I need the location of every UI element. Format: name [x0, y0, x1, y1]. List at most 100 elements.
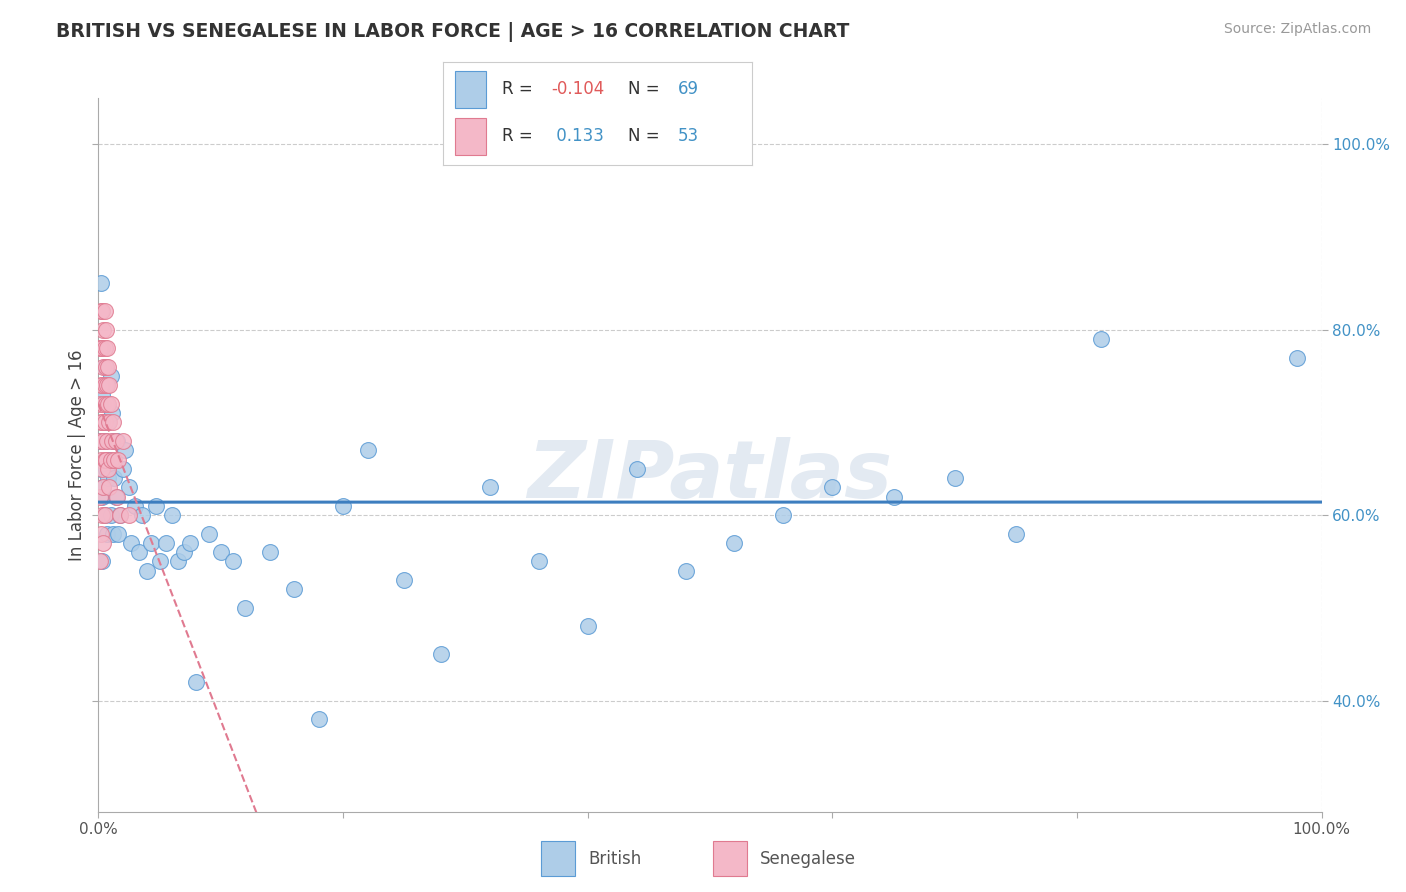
Point	[96, 378, 118, 392]
Point	[128, 545, 150, 559]
Point	[101, 434, 124, 448]
Point	[167, 554, 190, 568]
Point	[94, 378, 117, 392]
Point	[1004, 526, 1026, 541]
Point	[91, 554, 114, 568]
Text: Senegalese: Senegalese	[761, 849, 856, 868]
Point	[100, 369, 122, 384]
Point	[478, 480, 501, 494]
Point	[94, 323, 117, 337]
Point	[101, 526, 124, 541]
Point	[96, 397, 118, 411]
Point	[222, 554, 245, 568]
Point	[93, 304, 115, 318]
Text: R =: R =	[502, 128, 533, 145]
Point	[107, 526, 129, 541]
Point	[91, 342, 114, 356]
Point	[91, 397, 114, 411]
Point	[97, 471, 120, 485]
Point	[104, 490, 127, 504]
Text: 69: 69	[678, 80, 699, 98]
Point	[118, 508, 141, 523]
Point	[107, 452, 129, 467]
Point	[103, 471, 125, 485]
Point	[93, 359, 115, 374]
Point	[626, 462, 648, 476]
Point	[90, 416, 112, 430]
Text: 0.133: 0.133	[551, 128, 605, 145]
FancyBboxPatch shape	[456, 118, 486, 155]
Point	[111, 434, 134, 448]
Point	[131, 508, 153, 523]
Point	[91, 508, 114, 523]
Point	[90, 277, 112, 291]
Point	[675, 564, 697, 578]
Point	[89, 434, 111, 448]
Point	[94, 452, 117, 467]
Point	[89, 434, 111, 448]
Point	[96, 526, 118, 541]
Point	[90, 462, 112, 476]
Point	[772, 508, 794, 523]
Point	[883, 490, 905, 504]
Point	[1286, 351, 1309, 365]
Point	[103, 452, 125, 467]
Point	[91, 387, 114, 401]
Point	[94, 462, 117, 476]
Point	[356, 443, 378, 458]
Point	[98, 452, 121, 467]
FancyBboxPatch shape	[541, 841, 575, 876]
Point	[91, 480, 114, 494]
Point	[139, 536, 162, 550]
Text: N =: N =	[628, 128, 659, 145]
Point	[111, 462, 134, 476]
Point	[1090, 332, 1112, 346]
Y-axis label: In Labor Force | Age > 16: In Labor Force | Age > 16	[67, 349, 86, 561]
Point	[91, 416, 114, 430]
Point	[136, 564, 159, 578]
Point	[91, 462, 114, 476]
Point	[943, 471, 966, 485]
Point	[723, 536, 745, 550]
Point	[90, 526, 112, 541]
Point	[114, 443, 136, 458]
Point	[149, 554, 172, 568]
Point	[155, 536, 177, 550]
Point	[93, 342, 115, 356]
Point	[98, 378, 121, 392]
Point	[93, 416, 115, 430]
Point	[96, 342, 118, 356]
Point	[89, 490, 111, 504]
Point	[160, 508, 183, 523]
Point	[179, 536, 201, 550]
Point	[97, 359, 120, 374]
Point	[91, 490, 114, 504]
Point	[94, 359, 117, 374]
Point	[93, 378, 115, 392]
Point	[145, 499, 167, 513]
Point	[821, 480, 844, 494]
Point	[430, 647, 453, 661]
Point	[110, 508, 132, 523]
Point	[173, 545, 195, 559]
Point	[90, 378, 112, 392]
Text: Source: ZipAtlas.com: Source: ZipAtlas.com	[1223, 22, 1371, 37]
Point	[197, 526, 219, 541]
Point	[527, 554, 550, 568]
Point	[89, 342, 111, 356]
Point	[93, 508, 115, 523]
Point	[332, 499, 354, 513]
Text: -0.104: -0.104	[551, 80, 605, 98]
Point	[124, 499, 146, 513]
Point	[91, 323, 114, 337]
Point	[576, 619, 599, 633]
Point	[93, 452, 115, 467]
Point	[93, 434, 115, 448]
Text: ZIPatlas: ZIPatlas	[527, 437, 893, 516]
Text: BRITISH VS SENEGALESE IN LABOR FORCE | AGE > 16 CORRELATION CHART: BRITISH VS SENEGALESE IN LABOR FORCE | A…	[56, 22, 849, 42]
Point	[91, 416, 114, 430]
Point	[90, 304, 112, 318]
Point	[91, 359, 114, 374]
Point	[91, 378, 114, 392]
Point	[104, 434, 127, 448]
